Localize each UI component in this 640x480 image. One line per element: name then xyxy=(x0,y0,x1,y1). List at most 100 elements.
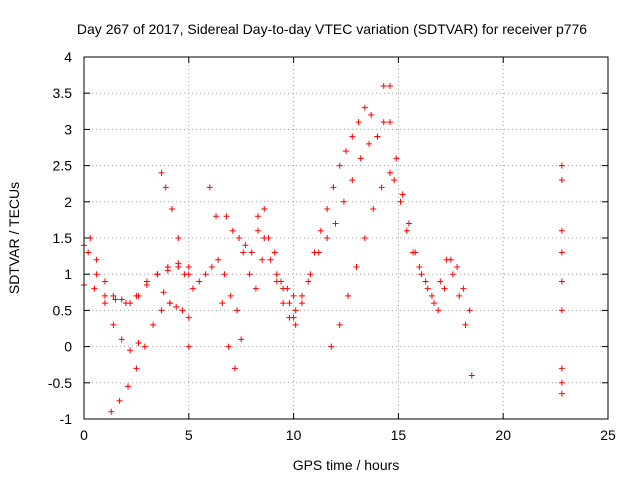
data-point xyxy=(110,292,117,299)
data-point xyxy=(558,278,565,285)
data-point xyxy=(122,300,129,307)
x-tick-label: 10 xyxy=(286,427,302,443)
x-tick-label: 5 xyxy=(185,427,193,443)
data-point xyxy=(317,227,324,234)
data-point xyxy=(292,307,299,314)
data-point xyxy=(273,271,280,278)
data-point xyxy=(234,307,241,314)
data-point xyxy=(196,278,203,285)
data-point xyxy=(416,263,423,270)
data-point xyxy=(213,213,220,220)
data-point xyxy=(179,307,186,314)
data-point xyxy=(305,278,312,285)
data-point xyxy=(173,303,180,310)
series-track-f xyxy=(160,289,192,321)
data-point xyxy=(428,292,435,299)
data-point xyxy=(368,111,375,118)
data-point xyxy=(558,227,565,234)
data-point xyxy=(160,289,167,296)
points-layer xyxy=(81,82,565,415)
data-point xyxy=(456,292,463,299)
data-point xyxy=(254,213,261,220)
data-point xyxy=(240,249,247,256)
data-point xyxy=(91,285,98,292)
series-track-m xyxy=(328,169,394,350)
data-point xyxy=(246,271,253,278)
data-point xyxy=(315,249,322,256)
data-point xyxy=(343,148,349,155)
data-point xyxy=(267,256,274,263)
plot-frame xyxy=(83,56,609,420)
data-point xyxy=(185,263,192,270)
data-point xyxy=(328,343,335,350)
data-point xyxy=(112,296,119,303)
data-point xyxy=(118,296,125,303)
data-point xyxy=(380,119,387,126)
data-point xyxy=(558,177,565,184)
data-point xyxy=(236,235,243,241)
data-point xyxy=(185,343,192,350)
data-point xyxy=(229,227,236,234)
data-point xyxy=(405,220,412,227)
data-point xyxy=(118,336,125,343)
data-point xyxy=(286,300,293,307)
data-point xyxy=(418,271,425,278)
data-point xyxy=(158,169,165,176)
data-point xyxy=(422,278,429,285)
series-track-b xyxy=(81,260,192,307)
series-track-c xyxy=(85,249,142,354)
data-point xyxy=(225,343,232,350)
data-point xyxy=(380,82,387,89)
data-point xyxy=(93,271,100,278)
data-point xyxy=(164,263,171,270)
data-point xyxy=(447,256,454,263)
data-point xyxy=(403,227,410,234)
series-track-d xyxy=(108,300,173,415)
data-point xyxy=(466,307,473,314)
data-point xyxy=(215,256,222,263)
data-point xyxy=(219,300,226,307)
series-track-l xyxy=(290,133,381,321)
data-point xyxy=(290,292,297,299)
data-point xyxy=(374,133,381,140)
x-tick-label: 20 xyxy=(495,427,511,443)
data-point xyxy=(135,339,142,346)
data-point xyxy=(393,155,400,162)
data-point xyxy=(324,206,331,213)
grid-layer xyxy=(84,57,608,419)
data-point xyxy=(273,278,280,285)
data-point xyxy=(431,300,438,307)
data-point xyxy=(85,249,92,256)
data-point xyxy=(558,365,565,372)
data-point xyxy=(307,271,314,278)
data-point xyxy=(378,184,385,191)
data-point xyxy=(332,220,339,227)
y-tick-label: -0.5 xyxy=(48,375,72,391)
data-point xyxy=(280,285,287,292)
data-point xyxy=(370,206,377,213)
data-point xyxy=(252,285,259,292)
data-point xyxy=(110,321,117,328)
data-point xyxy=(101,278,108,285)
x-tick-label: 25 xyxy=(600,427,616,443)
data-point xyxy=(254,227,261,234)
data-point xyxy=(336,321,343,328)
data-point xyxy=(387,119,394,126)
data-point xyxy=(133,292,140,299)
data-point xyxy=(93,256,100,263)
series-track-k xyxy=(273,82,394,314)
data-point xyxy=(336,162,343,169)
data-point xyxy=(108,408,115,415)
series-track-g xyxy=(189,235,297,314)
data-point xyxy=(231,365,238,372)
chart-title: Day 267 of 2017, Sidereal Day-to-day VTE… xyxy=(77,21,587,37)
data-point xyxy=(101,300,108,307)
data-point xyxy=(221,271,228,278)
y-tick-label: 2.5 xyxy=(53,158,73,174)
data-point xyxy=(208,263,215,270)
data-point xyxy=(361,104,368,111)
data-point xyxy=(292,321,299,328)
data-point xyxy=(158,307,165,314)
data-point xyxy=(238,336,245,343)
